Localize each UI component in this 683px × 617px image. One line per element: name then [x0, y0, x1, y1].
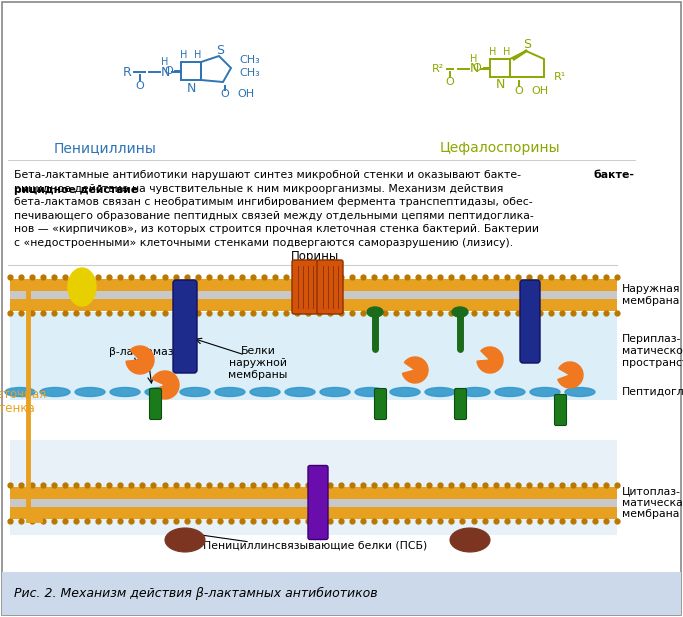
Text: N: N: [469, 62, 479, 75]
Ellipse shape: [165, 528, 205, 552]
Text: H: H: [503, 47, 511, 57]
Wedge shape: [402, 357, 428, 383]
Text: N: N: [161, 65, 169, 78]
FancyBboxPatch shape: [10, 486, 617, 499]
Text: Пептидогликан: Пептидогликан: [622, 387, 683, 397]
FancyBboxPatch shape: [10, 279, 617, 291]
Wedge shape: [558, 362, 583, 388]
FancyBboxPatch shape: [308, 465, 328, 539]
Text: Пенициллинсвязывающие белки (ПСБ): Пенициллинсвязывающие белки (ПСБ): [203, 541, 427, 551]
Ellipse shape: [68, 268, 96, 306]
FancyBboxPatch shape: [173, 280, 197, 373]
Ellipse shape: [450, 528, 490, 552]
Text: O: O: [165, 66, 173, 76]
Wedge shape: [126, 346, 154, 374]
Text: S: S: [523, 38, 531, 51]
Wedge shape: [152, 371, 179, 399]
Ellipse shape: [5, 387, 35, 397]
Text: Бета-лактамные антибиотики нарушают синтез микробной стенки и оказывают бакте-
р: Бета-лактамные антибиотики нарушают синт…: [14, 170, 539, 248]
FancyBboxPatch shape: [10, 312, 617, 400]
Ellipse shape: [495, 387, 525, 397]
Text: β-лактамаза: β-лактамаза: [109, 347, 180, 357]
Text: OH: OH: [531, 86, 548, 96]
Ellipse shape: [425, 387, 455, 397]
Ellipse shape: [355, 387, 385, 397]
Text: Пенициллины: Пенициллины: [53, 141, 156, 155]
Text: CH₃: CH₃: [239, 55, 260, 65]
Text: Наружная
мембрана: Наружная мембрана: [622, 284, 680, 306]
Text: рицидное действие: рицидное действие: [14, 185, 138, 195]
Text: H: H: [471, 54, 477, 64]
FancyBboxPatch shape: [10, 499, 617, 507]
Ellipse shape: [530, 387, 560, 397]
FancyBboxPatch shape: [150, 389, 161, 420]
FancyBboxPatch shape: [555, 394, 566, 426]
Text: O: O: [445, 77, 454, 87]
Ellipse shape: [390, 387, 420, 397]
FancyBboxPatch shape: [454, 389, 466, 420]
Ellipse shape: [460, 387, 490, 397]
Ellipse shape: [285, 387, 315, 397]
FancyBboxPatch shape: [10, 299, 617, 311]
Text: OH: OH: [237, 89, 254, 99]
FancyBboxPatch shape: [520, 280, 540, 363]
Text: CH₃: CH₃: [239, 68, 260, 78]
Ellipse shape: [40, 387, 70, 397]
Ellipse shape: [75, 387, 105, 397]
Text: Периплаз-
матическое
пространство: Периплаз- матическое пространство: [622, 334, 683, 368]
Text: R: R: [123, 65, 131, 78]
Text: H: H: [161, 57, 169, 67]
Text: H: H: [194, 50, 201, 60]
Text: N: N: [495, 78, 505, 91]
Text: бакте-: бакте-: [593, 170, 634, 180]
Text: R²: R²: [432, 64, 444, 74]
FancyBboxPatch shape: [2, 572, 681, 615]
Text: S: S: [216, 44, 224, 57]
Text: Порины: Порины: [291, 250, 339, 263]
Wedge shape: [477, 347, 503, 373]
Ellipse shape: [180, 387, 210, 397]
FancyBboxPatch shape: [374, 389, 387, 420]
Ellipse shape: [320, 387, 350, 397]
Ellipse shape: [452, 307, 468, 317]
Ellipse shape: [215, 387, 245, 397]
Ellipse shape: [110, 387, 140, 397]
Text: H: H: [489, 47, 497, 57]
Ellipse shape: [367, 307, 383, 317]
Text: O: O: [136, 81, 144, 91]
Text: Цефалоспорины: Цефалоспорины: [440, 141, 560, 155]
Ellipse shape: [145, 387, 175, 397]
Ellipse shape: [250, 387, 280, 397]
Ellipse shape: [565, 387, 595, 397]
FancyBboxPatch shape: [292, 260, 318, 314]
Text: O: O: [473, 63, 482, 73]
Text: N: N: [186, 81, 196, 94]
FancyBboxPatch shape: [10, 291, 617, 299]
Text: Белки
наружной
мембраны: Белки наружной мембраны: [228, 346, 288, 379]
Text: Клеточная
стенка: Клеточная стенка: [0, 387, 47, 415]
FancyBboxPatch shape: [317, 260, 343, 314]
FancyBboxPatch shape: [10, 440, 617, 535]
Text: R¹: R¹: [554, 72, 566, 82]
Text: Рис. 2. Механизм действия β-лактамных антибиотиков: Рис. 2. Механизм действия β-лактамных ан…: [14, 587, 378, 600]
Text: Цитоплаз-
матическая
мембрана: Цитоплаз- матическая мембрана: [622, 486, 683, 519]
Text: O: O: [514, 86, 523, 96]
Text: H: H: [180, 50, 188, 60]
Text: O: O: [221, 89, 229, 99]
FancyBboxPatch shape: [10, 507, 617, 518]
